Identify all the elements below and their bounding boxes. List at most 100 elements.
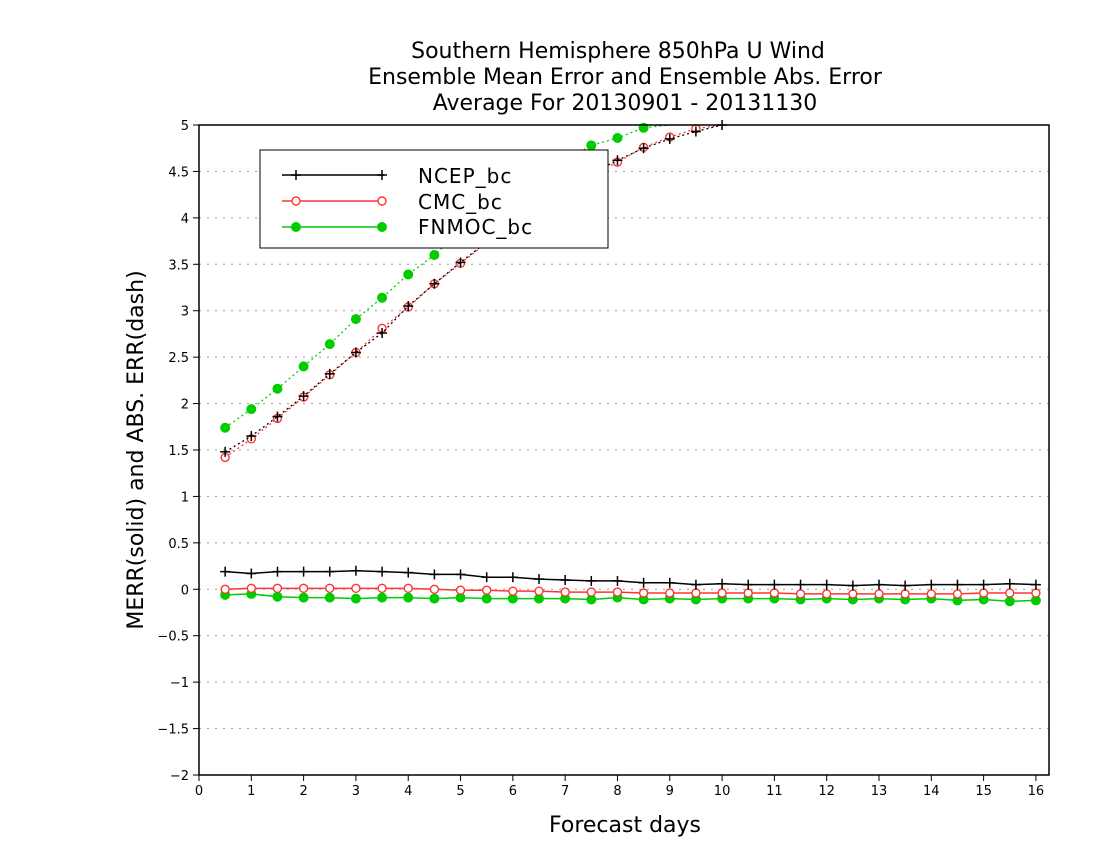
merr-point-CMC_bc	[455, 585, 466, 595]
merr-point-FNMOC_bc	[1004, 596, 1015, 607]
legend: NCEP_bc CMC_bc FNMOC_bc	[259, 149, 609, 249]
y-tick-label: 0	[181, 583, 189, 598]
merr-point-CMC_bc	[612, 587, 623, 597]
y-tick-label: −2	[170, 769, 189, 784]
abs-err-point-FNMOC_bc	[220, 422, 231, 433]
x-tick-label: 10	[714, 784, 731, 799]
abs-err-point-FNMOC_bc	[377, 292, 388, 303]
x-tick-label: 15	[975, 784, 992, 799]
y-tick-label: 1.5	[168, 444, 189, 459]
merr-point-CMC_bc	[769, 588, 780, 598]
merr-point-CMC_bc	[874, 589, 884, 599]
merr-point-CMC_bc	[691, 588, 701, 598]
merr-point-CMC_bc	[481, 585, 492, 595]
merr-point-FNMOC_bc	[429, 593, 440, 604]
x-tick-label: 12	[818, 784, 835, 799]
series-layer	[220, 120, 1041, 607]
y-tick-label: 3.5	[168, 258, 189, 273]
merr-point-FNMOC_bc	[350, 593, 361, 604]
merr-point-CMC_bc	[246, 583, 257, 594]
abs-err-point-FNMOC_bc	[403, 269, 414, 280]
abs-err-point-FNMOC_bc	[350, 314, 361, 325]
merr-point-CMC_bc	[272, 583, 283, 594]
x-tick-label: 4	[404, 784, 412, 799]
merr-point-CMC_bc	[978, 588, 989, 598]
x-tick-label: 2	[299, 784, 307, 799]
y-tick-label: −1	[170, 676, 189, 691]
merr-line-NCEP_bc	[225, 569, 1036, 587]
abs-err-point-FNMOC_bc	[429, 250, 440, 260]
x-tick-label: 8	[613, 784, 621, 799]
merr-point-CMC_bc	[1031, 588, 1041, 598]
legend-marker-FNMOC_bc	[377, 222, 387, 232]
y-tick-label: 4.5	[168, 165, 189, 180]
merr-point-FNMOC_bc	[481, 593, 492, 604]
legend-marker-CMC_bc	[291, 196, 301, 206]
x-tick-label: 3	[352, 784, 360, 799]
abs-err-line-CMC_bc	[224, 124, 723, 458]
merr-point-CMC_bc	[952, 589, 963, 599]
y-tick-label: 4	[181, 212, 189, 227]
merr-point-FNMOC_bc	[272, 591, 283, 602]
merr-point-CMC_bc	[900, 589, 910, 599]
x-tick-label: 5	[456, 784, 464, 799]
x-tick-label: 11	[766, 784, 783, 799]
merr-point-CMC_bc	[377, 583, 387, 594]
merr-point-CMC_bc	[795, 589, 806, 599]
merr-line-FNMOC_bc	[225, 593, 1036, 603]
legend-box	[259, 149, 609, 249]
x-tick-label: 16	[1028, 784, 1045, 799]
axis-ticks: −2−1.5−1−0.500.511.522.533.544.550 1 2 3 4 5 6…	[157, 119, 1044, 799]
chart-title-line-1: Southern Hemisphere 850hPa U Wind	[411, 39, 825, 64]
merr-point-CMC_bc	[743, 588, 753, 598]
merr-point-FNMOC_bc	[324, 592, 335, 603]
abs-err-point-FNMOC_bc	[272, 383, 283, 394]
x-tick-label: 14	[923, 784, 940, 799]
merr-point-CMC_bc	[429, 584, 440, 594]
y-tick-label: 1	[181, 490, 189, 505]
merr-point-CMC_bc	[298, 583, 309, 594]
legend-marker-CMC_bc	[377, 196, 387, 206]
abs-err-point-FNMOC_bc	[612, 133, 623, 143]
grid-lines	[199, 170, 1049, 730]
merr-point-CMC_bc	[351, 583, 361, 594]
abs-err-point-FNMOC_bc	[324, 339, 335, 350]
merr-point-CMC_bc	[717, 588, 727, 598]
x-tick-label: 9	[666, 784, 674, 799]
merr-point-CMC_bc	[848, 589, 858, 599]
y-axis-label: MERR(solid) and ABS. ERR(dash)	[124, 270, 149, 629]
merr-point-CMC_bc	[1005, 588, 1015, 598]
y-tick-label: −1.5	[157, 723, 189, 738]
y-tick-label: −0.5	[157, 630, 189, 645]
x-tick-label: 6	[509, 784, 517, 799]
y-tick-label: 3	[181, 305, 189, 320]
legend-marker-FNMOC_bc	[291, 222, 301, 232]
merr-point-CMC_bc	[821, 589, 832, 599]
merr-point-FNMOC_bc	[403, 592, 414, 603]
chart-title-line-3: Average For 20130901 - 20131130	[433, 91, 818, 116]
merr-point-CMC_bc	[220, 584, 230, 594]
abs-err-point-FNMOC_bc	[246, 404, 257, 415]
y-tick-label: 2.5	[168, 351, 189, 366]
x-tick-label: 1	[247, 784, 255, 799]
merr-point-CMC_bc	[403, 583, 413, 594]
abs-err-point-FNMOC_bc	[586, 140, 597, 151]
merr-point-FNMOC_bc	[298, 592, 309, 603]
y-tick-label: 2	[181, 398, 189, 413]
merr-point-CMC_bc	[560, 587, 570, 597]
x-tick-label: 0	[195, 784, 203, 799]
merr-point-CMC_bc	[665, 588, 675, 598]
x-tick-label: 7	[561, 784, 569, 799]
y-tick-label: 0.5	[168, 537, 189, 552]
chart-title-line-2: Ensemble Mean Error and Ensemble Abs. Er…	[368, 65, 883, 90]
y-tick-label: 5	[181, 119, 189, 134]
merr-point-CMC_bc	[325, 583, 335, 594]
series-NCEP_bc	[220, 120, 1041, 591]
abs-err-point-FNMOC_bc	[298, 361, 309, 372]
merr-point-CMC_bc	[586, 587, 597, 597]
merr-line-CMC_bc	[225, 587, 1036, 595]
legend-label-fnmoc: FNMOC_bc	[418, 215, 533, 239]
merr-point-CMC_bc	[508, 586, 518, 596]
